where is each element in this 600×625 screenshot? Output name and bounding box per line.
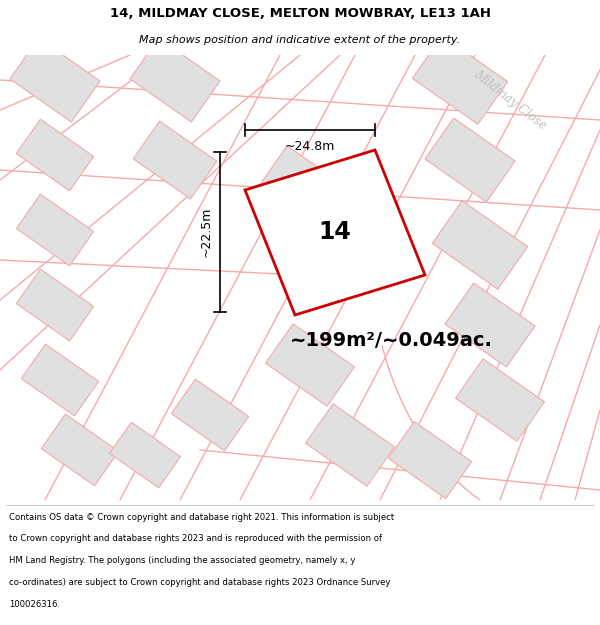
Polygon shape <box>266 324 355 406</box>
Polygon shape <box>412 36 508 124</box>
Polygon shape <box>425 118 515 202</box>
Polygon shape <box>172 379 248 451</box>
Text: HM Land Registry. The polygons (including the associated geometry, namely x, y: HM Land Registry. The polygons (includin… <box>9 556 355 565</box>
Polygon shape <box>22 344 98 416</box>
Text: ~22.5m: ~22.5m <box>199 207 212 258</box>
Text: Mildmay Close: Mildmay Close <box>471 68 549 132</box>
Polygon shape <box>130 38 220 122</box>
Text: 14, MILDMAY CLOSE, MELTON MOWBRAY, LE13 1AH: 14, MILDMAY CLOSE, MELTON MOWBRAY, LE13 … <box>110 8 491 20</box>
Text: Contains OS data © Crown copyright and database right 2021. This information is : Contains OS data © Crown copyright and d… <box>9 512 394 521</box>
Polygon shape <box>257 146 353 234</box>
Text: co-ordinates) are subject to Crown copyright and database rights 2023 Ordnance S: co-ordinates) are subject to Crown copyr… <box>9 578 391 587</box>
Polygon shape <box>388 421 472 499</box>
Polygon shape <box>10 38 100 122</box>
Polygon shape <box>433 201 527 289</box>
Polygon shape <box>16 119 94 191</box>
Polygon shape <box>245 150 425 315</box>
Polygon shape <box>16 194 94 266</box>
Polygon shape <box>41 414 119 486</box>
Text: to Crown copyright and database rights 2023 and is reproduced with the permissio: to Crown copyright and database rights 2… <box>9 534 382 543</box>
Polygon shape <box>455 359 544 441</box>
Text: ~24.8m: ~24.8m <box>285 139 335 152</box>
Text: 100026316.: 100026316. <box>9 600 60 609</box>
Polygon shape <box>16 269 94 341</box>
Polygon shape <box>110 422 181 488</box>
Text: Map shows position and indicative extent of the property.: Map shows position and indicative extent… <box>139 34 461 44</box>
Polygon shape <box>133 121 217 199</box>
Polygon shape <box>445 283 535 367</box>
Text: ~199m²/~0.049ac.: ~199m²/~0.049ac. <box>290 331 493 349</box>
Text: 14: 14 <box>319 220 352 244</box>
Polygon shape <box>305 404 394 486</box>
